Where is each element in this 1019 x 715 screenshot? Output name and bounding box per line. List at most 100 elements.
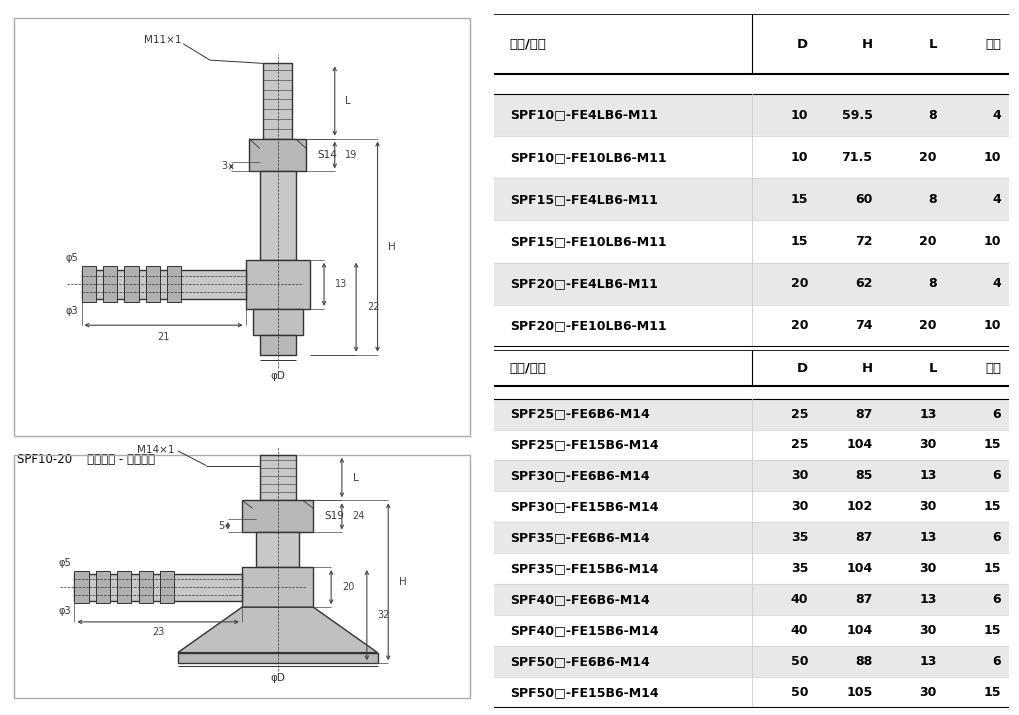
Text: H: H	[399, 577, 407, 587]
Bar	[260, 172, 296, 260]
Text: H: H	[388, 242, 396, 252]
Text: 30: 30	[791, 470, 808, 483]
Text: 40: 40	[791, 624, 808, 637]
Text: 71.5: 71.5	[842, 151, 872, 164]
Text: 20: 20	[341, 582, 355, 592]
Text: φ5: φ5	[65, 253, 77, 263]
Bar	[243, 500, 314, 533]
Text: 6: 6	[993, 470, 1001, 483]
Bar	[494, 522, 1009, 553]
Text: 22: 22	[367, 302, 379, 312]
Text: 4: 4	[993, 109, 1001, 122]
Text: 87: 87	[855, 531, 872, 544]
Text: 15: 15	[983, 624, 1001, 637]
Bar	[494, 305, 1009, 347]
Bar	[257, 533, 300, 567]
Text: 50: 50	[791, 686, 808, 699]
Bar	[160, 571, 174, 603]
Text: 32: 32	[377, 610, 390, 620]
Text: 105: 105	[846, 686, 872, 699]
Bar	[494, 136, 1009, 178]
Text: 104: 104	[846, 562, 872, 575]
Bar	[167, 266, 181, 302]
Bar	[124, 266, 139, 302]
Text: 15: 15	[791, 235, 808, 248]
Text: 15: 15	[983, 500, 1001, 513]
Text: SPF10□-FE4LB6-M11: SPF10□-FE4LB6-M11	[510, 109, 657, 122]
Text: 62: 62	[855, 277, 872, 290]
Text: H: H	[861, 362, 872, 375]
Text: 30: 30	[919, 624, 936, 637]
Bar	[253, 309, 303, 335]
Text: 行程: 行程	[985, 38, 1001, 51]
Text: 15: 15	[983, 562, 1001, 575]
Text: 4: 4	[993, 277, 1001, 290]
Bar	[494, 615, 1009, 646]
Bar	[494, 646, 1009, 677]
Text: 87: 87	[855, 408, 872, 420]
Text: 30: 30	[919, 686, 936, 699]
Text: SPF40□-FE6B6-M14: SPF40□-FE6B6-M14	[510, 593, 649, 606]
Bar	[260, 335, 296, 355]
Text: SPF35□-FE15B6-M14: SPF35□-FE15B6-M14	[510, 562, 658, 575]
Text: 20: 20	[791, 319, 808, 332]
Text: M11×1: M11×1	[144, 36, 181, 46]
Text: SPF20□-FE4LB6-M11: SPF20□-FE4LB6-M11	[510, 277, 657, 290]
Bar	[117, 571, 131, 603]
Text: SPF35□-FE6B6-M14: SPF35□-FE6B6-M14	[510, 531, 649, 544]
Bar	[494, 553, 1009, 584]
Text: L: L	[928, 38, 936, 51]
Text: 23: 23	[152, 627, 164, 637]
Bar	[494, 220, 1009, 262]
Text: 6: 6	[993, 531, 1001, 544]
Bar	[494, 398, 1009, 430]
Bar	[260, 455, 296, 500]
Text: 4: 4	[993, 193, 1001, 206]
Text: 3: 3	[221, 162, 228, 172]
Text: 30: 30	[791, 500, 808, 513]
Bar	[103, 266, 117, 302]
Polygon shape	[177, 607, 377, 653]
Bar	[146, 266, 160, 302]
Text: 72: 72	[855, 235, 872, 248]
Text: S14: S14	[317, 150, 337, 160]
Text: 10: 10	[983, 319, 1001, 332]
Bar	[494, 460, 1009, 491]
Text: 型号/尺寸: 型号/尺寸	[510, 362, 546, 375]
Text: 15: 15	[983, 438, 1001, 451]
Text: 74: 74	[855, 319, 872, 332]
Text: 24: 24	[353, 511, 365, 521]
Text: 102: 102	[846, 500, 872, 513]
Text: 13: 13	[919, 470, 936, 483]
Bar	[139, 571, 153, 603]
Text: SPF50□-FE6B6-M14: SPF50□-FE6B6-M14	[510, 655, 649, 668]
Bar	[249, 139, 307, 172]
Text: 88: 88	[855, 655, 872, 668]
Text: 25: 25	[791, 438, 808, 451]
Text: SPF25□-FE15B6-M14: SPF25□-FE15B6-M14	[510, 438, 658, 451]
Text: L: L	[928, 362, 936, 375]
Text: 40: 40	[791, 593, 808, 606]
Bar	[263, 64, 292, 139]
Text: SPF10□-FE10LB6-M11: SPF10□-FE10LB6-M11	[510, 151, 666, 164]
Text: 85: 85	[855, 470, 872, 483]
Text: φ5: φ5	[58, 558, 71, 568]
Bar	[246, 260, 310, 309]
Text: 10: 10	[791, 151, 808, 164]
Text: H: H	[861, 38, 872, 51]
Text: 30: 30	[919, 562, 936, 575]
Text: 13: 13	[919, 655, 936, 668]
Text: 10: 10	[791, 109, 808, 122]
Text: SPF30□-FE15B6-M14: SPF30□-FE15B6-M14	[510, 500, 658, 513]
Text: L: L	[353, 473, 359, 483]
Bar	[494, 178, 1009, 220]
Text: 15: 15	[983, 686, 1001, 699]
Text: 19: 19	[345, 150, 358, 160]
Text: 8: 8	[928, 277, 936, 290]
Bar	[494, 491, 1009, 522]
Text: SPF25-50    水平方向 - 宝塔接头: SPF25-50 水平方向 - 宝塔接头	[17, 714, 155, 715]
Text: 30: 30	[919, 438, 936, 451]
Text: φD: φD	[270, 371, 285, 381]
Text: SPF10-20    水平方向 - 宝塔接头: SPF10-20 水平方向 - 宝塔接头	[17, 453, 155, 465]
Text: 15: 15	[791, 193, 808, 206]
